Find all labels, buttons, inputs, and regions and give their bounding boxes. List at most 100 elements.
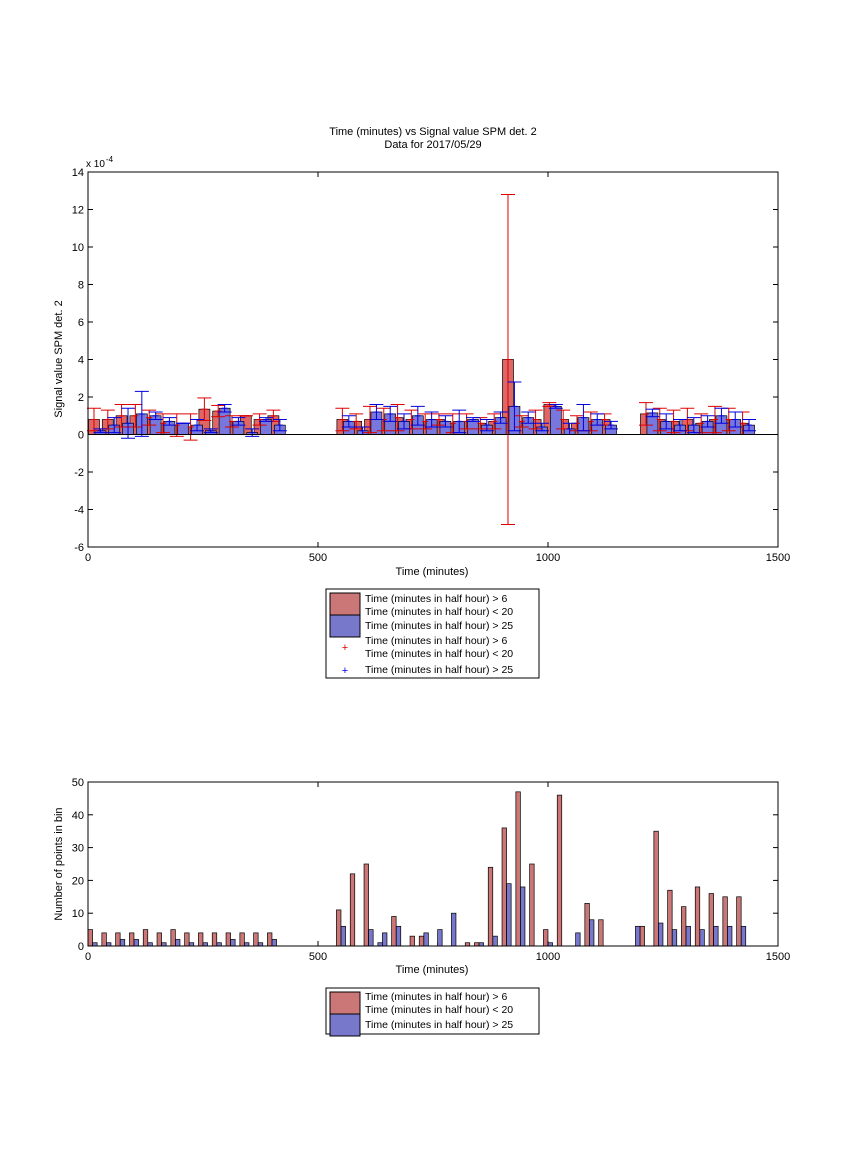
signal-y-axis-label: Signal value SPM det. 2 xyxy=(53,300,65,417)
y-tick-label: 0 xyxy=(78,430,84,442)
bar xyxy=(671,929,678,947)
bar xyxy=(133,939,139,947)
bar xyxy=(409,935,415,947)
count-legend-box xyxy=(325,987,540,1035)
signal-blue-errorbars xyxy=(93,381,757,439)
signal-y-ticks: -6 -4 -2 0 2 4 6 8 10 12 14 xyxy=(72,167,778,554)
count-y-ticks: 0 10 20 30 40 50 xyxy=(72,777,778,953)
bar xyxy=(363,863,369,947)
bar xyxy=(336,909,342,947)
bar xyxy=(589,919,595,947)
bar xyxy=(87,929,93,947)
bar xyxy=(129,932,135,947)
legend-plus-red: + xyxy=(342,642,348,654)
bar xyxy=(271,939,277,947)
x-tick-label: 500 xyxy=(309,951,327,963)
signal-plot-frame xyxy=(87,171,779,548)
bar xyxy=(225,932,231,947)
bar xyxy=(119,939,126,947)
count-blue-bars xyxy=(92,883,747,947)
legend-label-blue-bar: Time (minutes in half hour) > 25 xyxy=(365,620,513,632)
bar xyxy=(653,830,659,947)
legend-label-red-bar: Time (minutes in half hour) > 6 Time (min… xyxy=(365,991,513,1016)
x-tick-label: 500 xyxy=(309,552,327,564)
bar xyxy=(667,889,673,947)
bar xyxy=(175,939,181,947)
bar xyxy=(681,906,687,947)
y-tick-label: 4 xyxy=(78,355,84,367)
y-tick-label: 40 xyxy=(72,810,84,822)
bar xyxy=(184,932,190,947)
legend-label-blue-bar: Time (minutes in half hour) > 25 xyxy=(365,1019,513,1031)
signal-chart-title: Time (minutes) vs Signal value SPM det. … xyxy=(329,126,536,138)
bar xyxy=(501,827,507,947)
signal-x-axis-label: Time (minutes) xyxy=(396,566,469,578)
signal-x-ticks: 0 500 1000 1500 xyxy=(85,172,790,564)
bar xyxy=(423,932,429,947)
bar xyxy=(713,925,719,947)
bar xyxy=(156,932,162,947)
bar xyxy=(349,873,356,947)
bar xyxy=(267,932,273,947)
y-tick-label: -4 xyxy=(74,505,84,517)
bar xyxy=(520,886,526,947)
x-tick-label: 1500 xyxy=(766,951,790,963)
x-tick-label: 1500 xyxy=(766,552,790,564)
bar xyxy=(253,932,259,947)
bar xyxy=(658,922,664,947)
bar xyxy=(598,919,604,947)
bar xyxy=(506,883,512,947)
signal-chart-subtitle: Data for 2017/05/29 xyxy=(384,139,481,151)
legend-label-red-plus: Time (minutes in half hour) > 6 Time (min… xyxy=(365,635,513,660)
y-tick-label: 12 xyxy=(72,205,84,217)
bar xyxy=(198,932,204,947)
x-tick-label: 1000 xyxy=(536,951,560,963)
bar xyxy=(722,896,728,947)
count-x-ticks: 0 500 1000 1500 xyxy=(85,782,790,963)
y-tick-label: 8 xyxy=(78,280,84,292)
legend-plus-blue: + xyxy=(342,665,348,677)
count-legend: Time (minutes in half hour) > 6 Time (min… xyxy=(325,987,540,1037)
bar xyxy=(239,932,245,947)
y-tick-label: 50 xyxy=(72,777,84,789)
legend-swatch-blue-bar xyxy=(329,614,361,638)
signal-chart: Time (minutes) vs Signal value SPM det. … xyxy=(53,126,790,679)
y-tick-label: 6 xyxy=(78,317,84,329)
bar xyxy=(694,886,701,947)
signal-y-multiplier: x 10-4 xyxy=(86,155,114,170)
bar xyxy=(101,932,107,947)
bar xyxy=(382,932,388,947)
bar xyxy=(556,794,563,947)
bar xyxy=(635,925,641,947)
bar xyxy=(340,925,346,947)
bar xyxy=(437,929,443,947)
y-tick-label: -6 xyxy=(74,542,84,554)
bar xyxy=(685,925,691,947)
bar xyxy=(736,896,742,947)
bar xyxy=(395,925,402,947)
y-tick-label: 2 xyxy=(78,392,84,404)
legend-swatch-red-bar xyxy=(329,991,361,1015)
x-tick-label: 0 xyxy=(85,552,91,564)
bar xyxy=(418,935,425,947)
bar xyxy=(487,866,494,947)
bar xyxy=(115,932,121,947)
bar xyxy=(211,932,218,947)
y-tick-label: 14 xyxy=(72,167,84,179)
bar xyxy=(529,863,535,947)
bar xyxy=(740,925,747,947)
bar xyxy=(699,929,705,947)
signal-legend: + + Time (minutes in half hour) > 6 Time … xyxy=(325,588,540,679)
bar xyxy=(451,912,457,947)
x-tick-label: 0 xyxy=(85,951,91,963)
legend-swatch-blue-bar xyxy=(329,1013,361,1037)
bar xyxy=(142,929,149,947)
bar xyxy=(391,916,397,947)
bar xyxy=(230,939,236,947)
bar xyxy=(515,791,521,947)
count-plot-frame xyxy=(87,781,779,947)
y-tick-label: 0 xyxy=(78,941,84,953)
legend-swatch-red-bar xyxy=(329,592,361,616)
